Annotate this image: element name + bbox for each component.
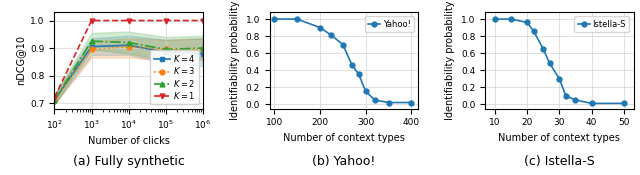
Yahoo! [293,18,301,20]
Legend: Yahoo!: Yahoo! [365,16,414,32]
X-axis label: Number of context types: Number of context types [283,133,405,143]
Yahoo! [271,18,278,20]
Yahoo! [408,102,415,104]
Line: Istella-S: Istella-S [492,17,627,106]
Istella-S [507,18,515,20]
Istella-S [491,18,499,20]
Istella-S [620,102,628,104]
X-axis label: Number of clicks: Number of clicks [88,136,170,146]
Line: Yahoo!: Yahoo! [272,17,414,105]
Yahoo! [371,99,379,101]
Istella-S [540,48,547,50]
Istella-S [546,62,554,64]
Yahoo! [339,44,347,46]
Istella-S [524,21,531,23]
Istella-S [588,102,595,104]
Yahoo! [355,73,363,75]
Legend: $K = 4$, $K = 3$, $K = 2$, $K = 1$: $K = 4$, $K = 3$, $K = 2$, $K = 1$ [150,50,199,104]
Yahoo! [328,34,335,36]
Y-axis label: Identifiability probability: Identifiability probability [230,1,240,120]
Text: (a) Fully synthetic: (a) Fully synthetic [73,155,184,168]
Yahoo! [316,27,324,29]
Y-axis label: Identifiability probability: Identifiability probability [445,1,456,120]
Y-axis label: nDCG@10: nDCG@10 [15,35,25,85]
Legend: Istella-S: Istella-S [574,16,629,32]
X-axis label: Number of context types: Number of context types [499,133,620,143]
Istella-S [556,78,563,80]
Istella-S [562,95,570,97]
Yahoo! [385,102,392,104]
Text: (c) Istella-S: (c) Istella-S [524,155,595,168]
Istella-S [572,99,579,101]
Yahoo! [348,64,356,66]
Text: (b) Yahoo!: (b) Yahoo! [312,155,376,168]
Yahoo! [362,90,369,93]
Istella-S [530,30,538,32]
